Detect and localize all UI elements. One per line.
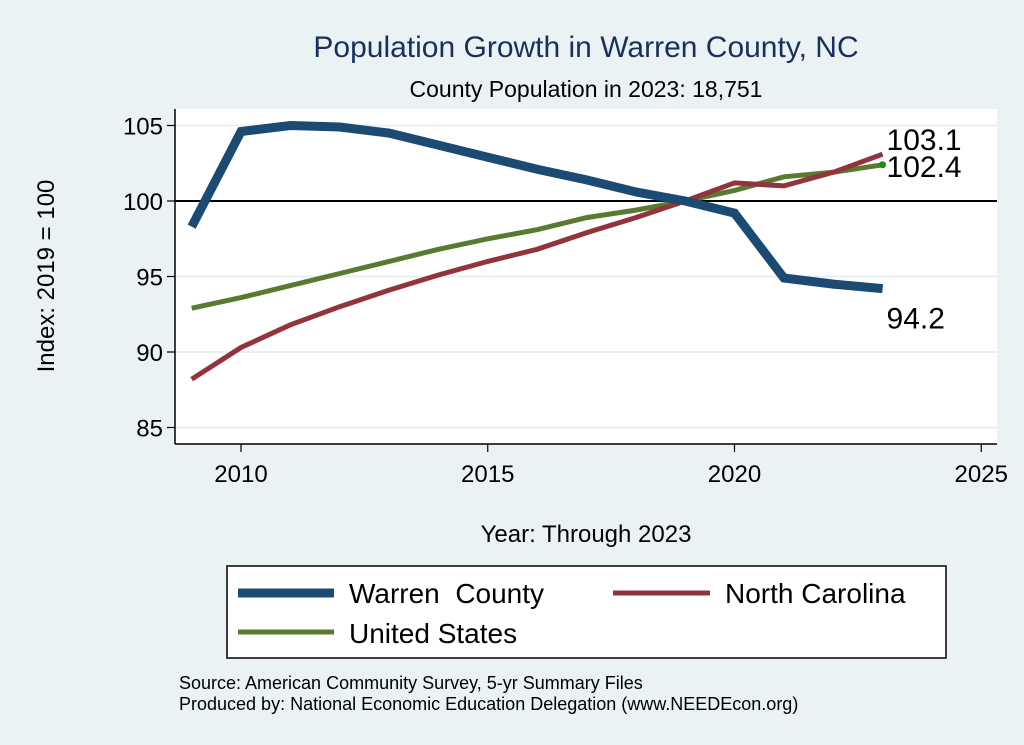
legend-item-north-carolina: North Carolina	[613, 578, 906, 609]
y-tick-label-105: 105	[123, 114, 163, 141]
end-label-united-states: 102.4	[887, 151, 962, 184]
series-lines	[187, 120, 887, 382]
y-tick-label-90: 90	[136, 340, 163, 367]
x-tick-label-2025: 2025	[955, 461, 1008, 488]
y-axis-ticks: 85 90 95 100 105	[123, 114, 175, 443]
legend-item-warren-county: Warren County	[238, 578, 544, 609]
y-axis-label: Index: 2019 = 100	[33, 180, 60, 373]
source-note: Source: American Community Survey, 5-yr …	[179, 673, 643, 693]
legend-label-united-states: United States	[349, 618, 517, 649]
legend-item-united-states: United States	[238, 618, 517, 649]
y-tick-label-85: 85	[136, 416, 163, 443]
end-label-north-carolina: 103.1	[887, 124, 962, 157]
legend-label-north-carolina: North Carolina	[725, 578, 906, 609]
x-axis-ticks: 2010 2015 2020 2025	[214, 444, 1008, 488]
y-tick-label-100: 100	[123, 189, 163, 216]
x-tick-label-2010: 2010	[214, 461, 267, 488]
x-tick-label-2020: 2020	[708, 461, 761, 488]
legend-box	[226, 565, 947, 659]
producer-note: Produced by: National Economic Education…	[179, 694, 798, 714]
end-label-warren-county: 94.2	[887, 303, 945, 336]
x-tick-label-2015: 2015	[461, 461, 514, 488]
legend-label-warren-county: Warren County	[349, 578, 544, 609]
x-axis-label: Year: Through 2023	[481, 521, 692, 548]
y-tick-label-95: 95	[136, 265, 163, 292]
endpoint-marker-united-states	[879, 161, 887, 169]
chart-subtitle: County Population in 2023: 18,751	[410, 76, 763, 102]
chart-title: Population Growth in Warren County, NC	[313, 31, 858, 64]
